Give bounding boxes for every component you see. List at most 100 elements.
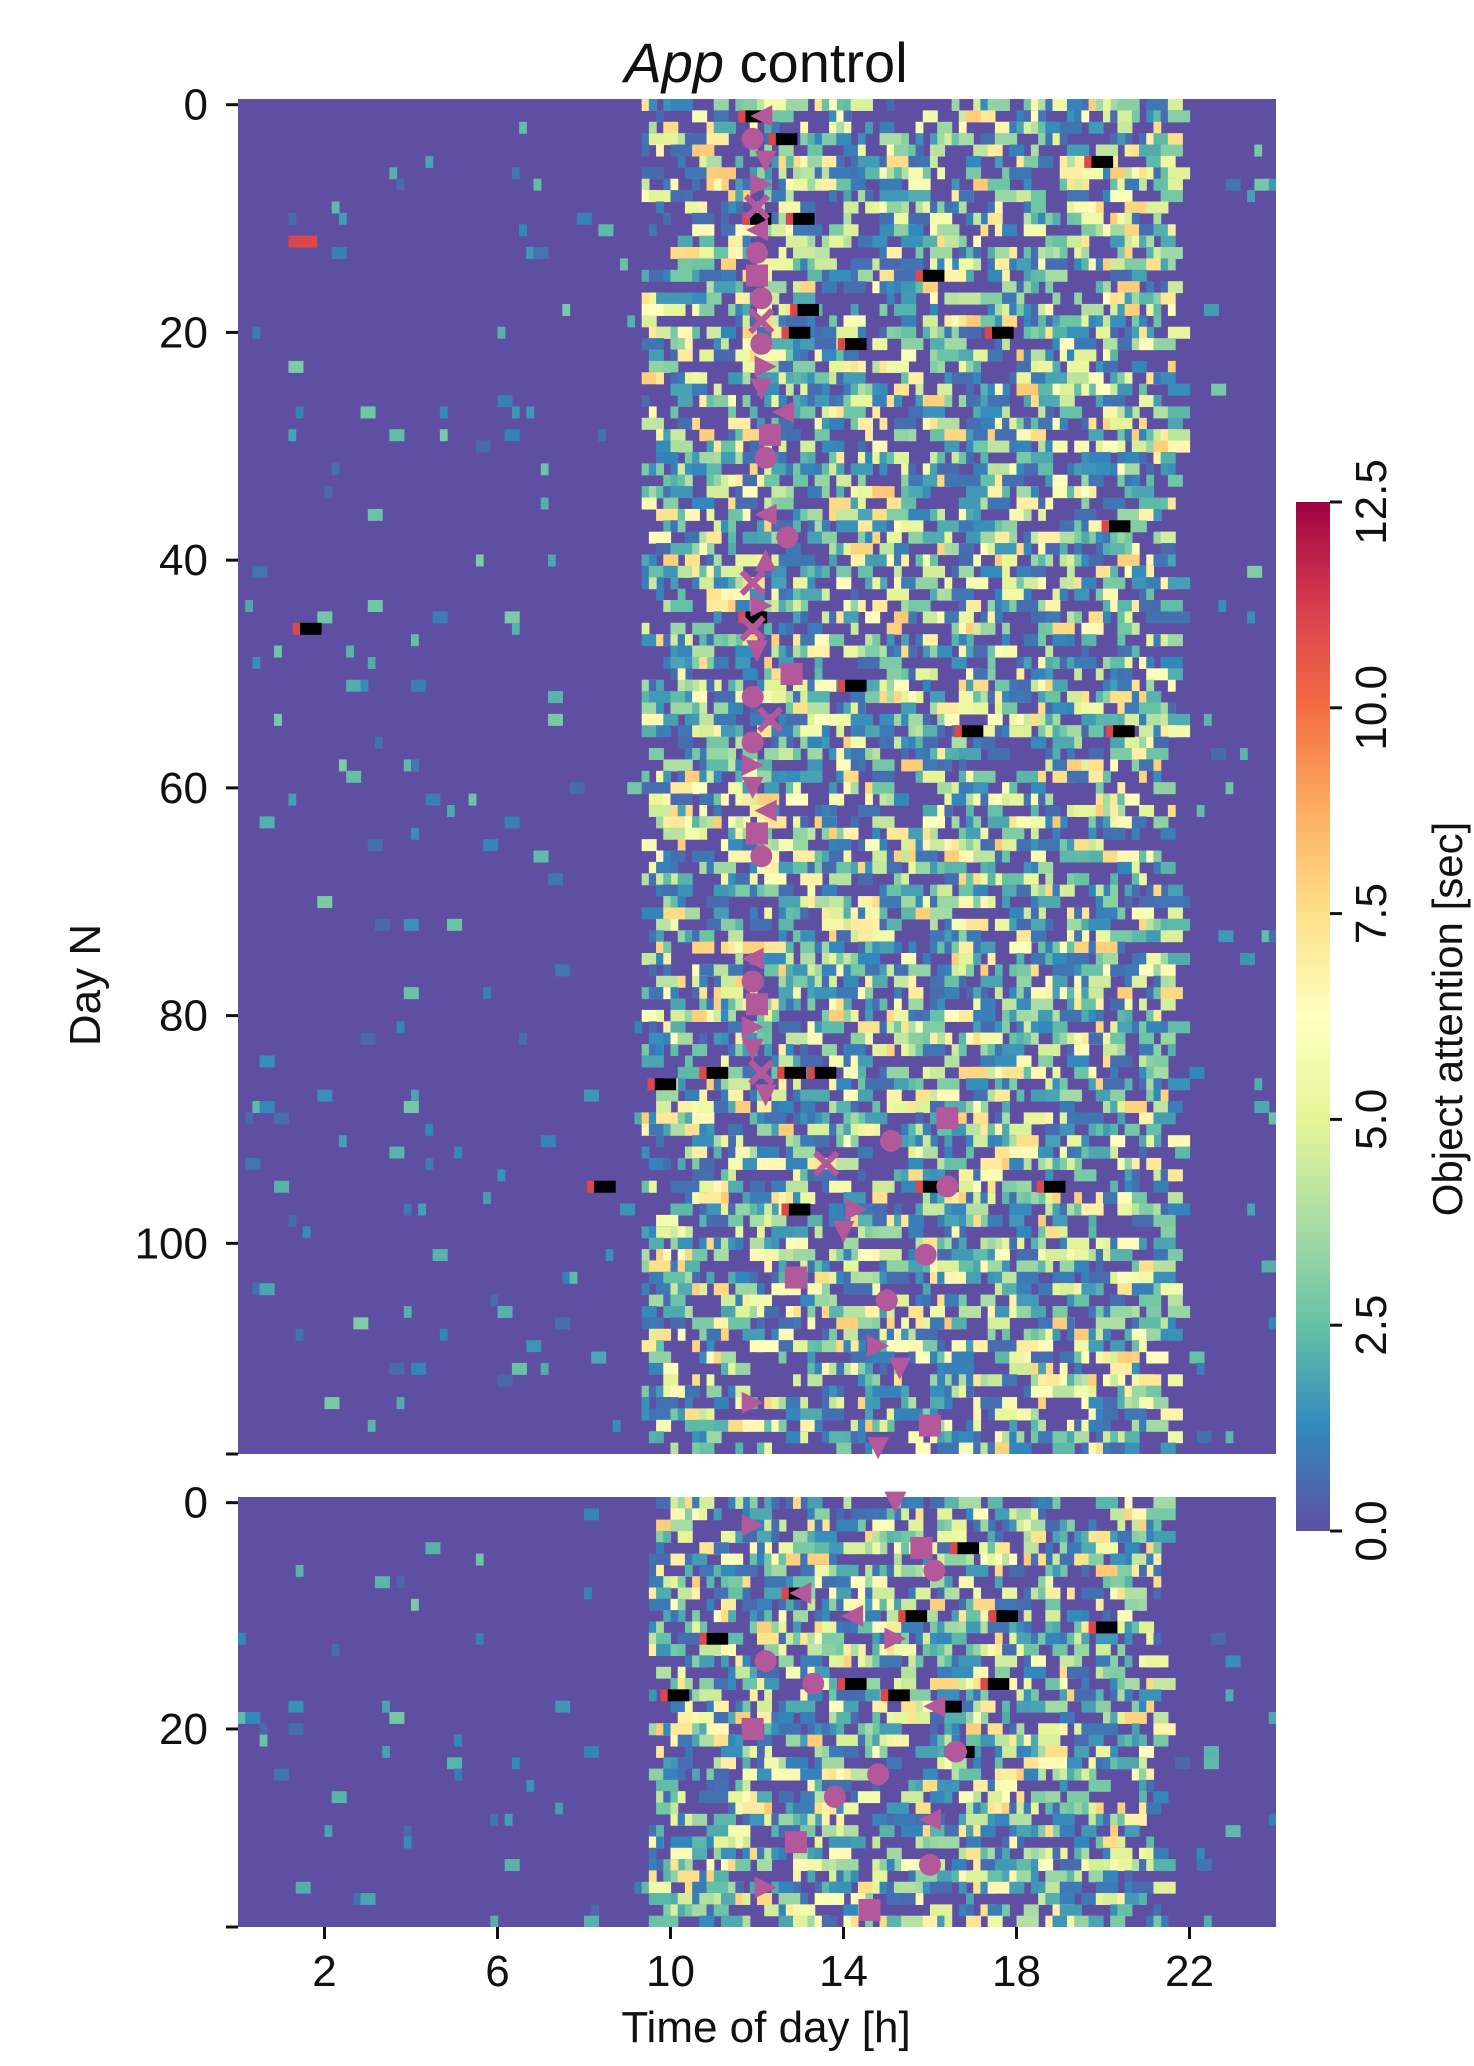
- heatmap-cell: [439, 429, 448, 442]
- heatmap-cell: [793, 850, 816, 863]
- heatmap-cell: [1225, 1655, 1241, 1668]
- marker-tri-down: [741, 1038, 764, 1061]
- heatmap-cell: [764, 1757, 787, 1770]
- heatmap-cell: [814, 338, 837, 351]
- heatmap-cell-high: [299, 622, 322, 635]
- heatmap-cell: [1103, 850, 1126, 863]
- heatmap-cell: [850, 463, 873, 476]
- heatmap-cell: [677, 258, 693, 271]
- heatmap-cell: [1146, 1021, 1169, 1034]
- heatmap-cell: [699, 827, 708, 840]
- heatmap-cell: [793, 1576, 816, 1589]
- heatmap-cell: [764, 656, 773, 669]
- heatmap-cell: [850, 1644, 859, 1657]
- heatmap-cell: [966, 1734, 989, 1747]
- heatmap-cell: [937, 1078, 960, 1091]
- heatmap-cell: [778, 1044, 787, 1057]
- heatmap-cell: [908, 429, 917, 442]
- heatmap-cell: [1002, 269, 1010, 282]
- heatmap-cell: [829, 1678, 837, 1690]
- heatmap-cell: [1117, 861, 1140, 874]
- heatmap-cell: [937, 1351, 946, 1364]
- heatmap-cell: [915, 1632, 924, 1645]
- heatmap-cell: [814, 622, 823, 635]
- heatmap-cell: [684, 1123, 708, 1136]
- heatmap-cell: [865, 645, 881, 658]
- heatmap-cell: [793, 1146, 816, 1159]
- heatmap-cell: [1203, 713, 1212, 726]
- heatmap-cell: [821, 884, 837, 897]
- heatmap-cell: [684, 907, 700, 920]
- heatmap-cell: [1124, 1632, 1133, 1645]
- heatmap-cell: [1045, 1678, 1061, 1690]
- heatmap-cell: [1117, 816, 1140, 829]
- heatmap-cell: [1110, 1745, 1119, 1758]
- heatmap-cell: [677, 1530, 693, 1543]
- heatmap-cell: [800, 1192, 816, 1205]
- heatmap-cell: [966, 360, 974, 373]
- heatmap-cell: [872, 338, 888, 351]
- heatmap-cell: [338, 212, 347, 225]
- heatmap-cell: [389, 1146, 405, 1159]
- heatmap-cell: [1038, 1055, 1054, 1068]
- heatmap-cell: [893, 679, 909, 692]
- heatmap-cell: [937, 1689, 960, 1702]
- heatmap-cell: [1095, 1497, 1119, 1509]
- heatmap-cell: [1131, 1385, 1155, 1398]
- heatmap-cell: [886, 1260, 909, 1273]
- heatmap-cell: [1016, 1226, 1032, 1239]
- heatmap-cell: [1110, 303, 1119, 316]
- heatmap-cell: [641, 417, 664, 430]
- heatmap-cell: [829, 1157, 837, 1170]
- heatmap-cell: [757, 1157, 780, 1170]
- heatmap-cell: [1146, 281, 1155, 294]
- heatmap-cell: [742, 668, 758, 681]
- heatmap-cell: [908, 1157, 924, 1170]
- heatmap-cell: [1074, 998, 1082, 1011]
- heatmap-cell: [850, 782, 859, 795]
- heatmap-cell: [648, 1260, 672, 1273]
- heatmap-cell: [1059, 247, 1068, 260]
- heatmap-cell: [966, 873, 974, 886]
- heatmap-cell: [749, 1553, 758, 1566]
- heatmap-cell: [771, 212, 780, 225]
- heatmap-cell: [973, 884, 989, 897]
- heatmap-cell: [1160, 372, 1176, 385]
- heatmap-cell: [886, 964, 895, 977]
- heatmap-cell: [1066, 554, 1075, 567]
- heatmap-cell: [699, 1283, 708, 1296]
- heatmap-cell: [757, 1101, 780, 1114]
- heatmap-cell: [1059, 315, 1082, 328]
- marker-tri-down: [750, 378, 773, 401]
- heatmap-cell: [1052, 1192, 1061, 1205]
- heatmap-cell: [764, 1678, 780, 1690]
- heatmap-cell: [677, 1632, 700, 1645]
- heatmap-cell: [677, 1066, 700, 1079]
- heatmap-cell: [764, 1112, 787, 1125]
- heatmap-cell: [1074, 1530, 1082, 1543]
- heatmap-cell: [857, 1214, 873, 1227]
- heatmap-cell: [1030, 451, 1054, 464]
- heatmap-cell: [1066, 565, 1075, 578]
- heatmap-cell: [915, 155, 931, 168]
- heatmap-cell: [893, 1813, 917, 1826]
- heatmap-cell: [778, 987, 794, 1000]
- heatmap-cell: [973, 1408, 982, 1421]
- heatmap-cell: [850, 736, 866, 749]
- heatmap-cell: [944, 372, 953, 385]
- heatmap-cell: [1052, 1530, 1061, 1543]
- heatmap-cell: [720, 793, 729, 806]
- heatmap-cell: [915, 748, 924, 761]
- heatmap-cell: [764, 1044, 773, 1057]
- heatmap-cell: [1038, 1397, 1046, 1410]
- heatmap-cell: [793, 839, 809, 852]
- heatmap-cell: [1124, 668, 1133, 681]
- marker-tri-down: [754, 1084, 777, 1107]
- heatmap-cell: [656, 1745, 664, 1758]
- heatmap-cell: [1124, 1497, 1133, 1509]
- heatmap-cell: [656, 1553, 672, 1566]
- heatmap-cell: [908, 941, 917, 954]
- heatmap-cell: [1124, 998, 1133, 1011]
- heatmap-cell: [735, 1032, 744, 1045]
- heatmap-cell: [677, 839, 686, 852]
